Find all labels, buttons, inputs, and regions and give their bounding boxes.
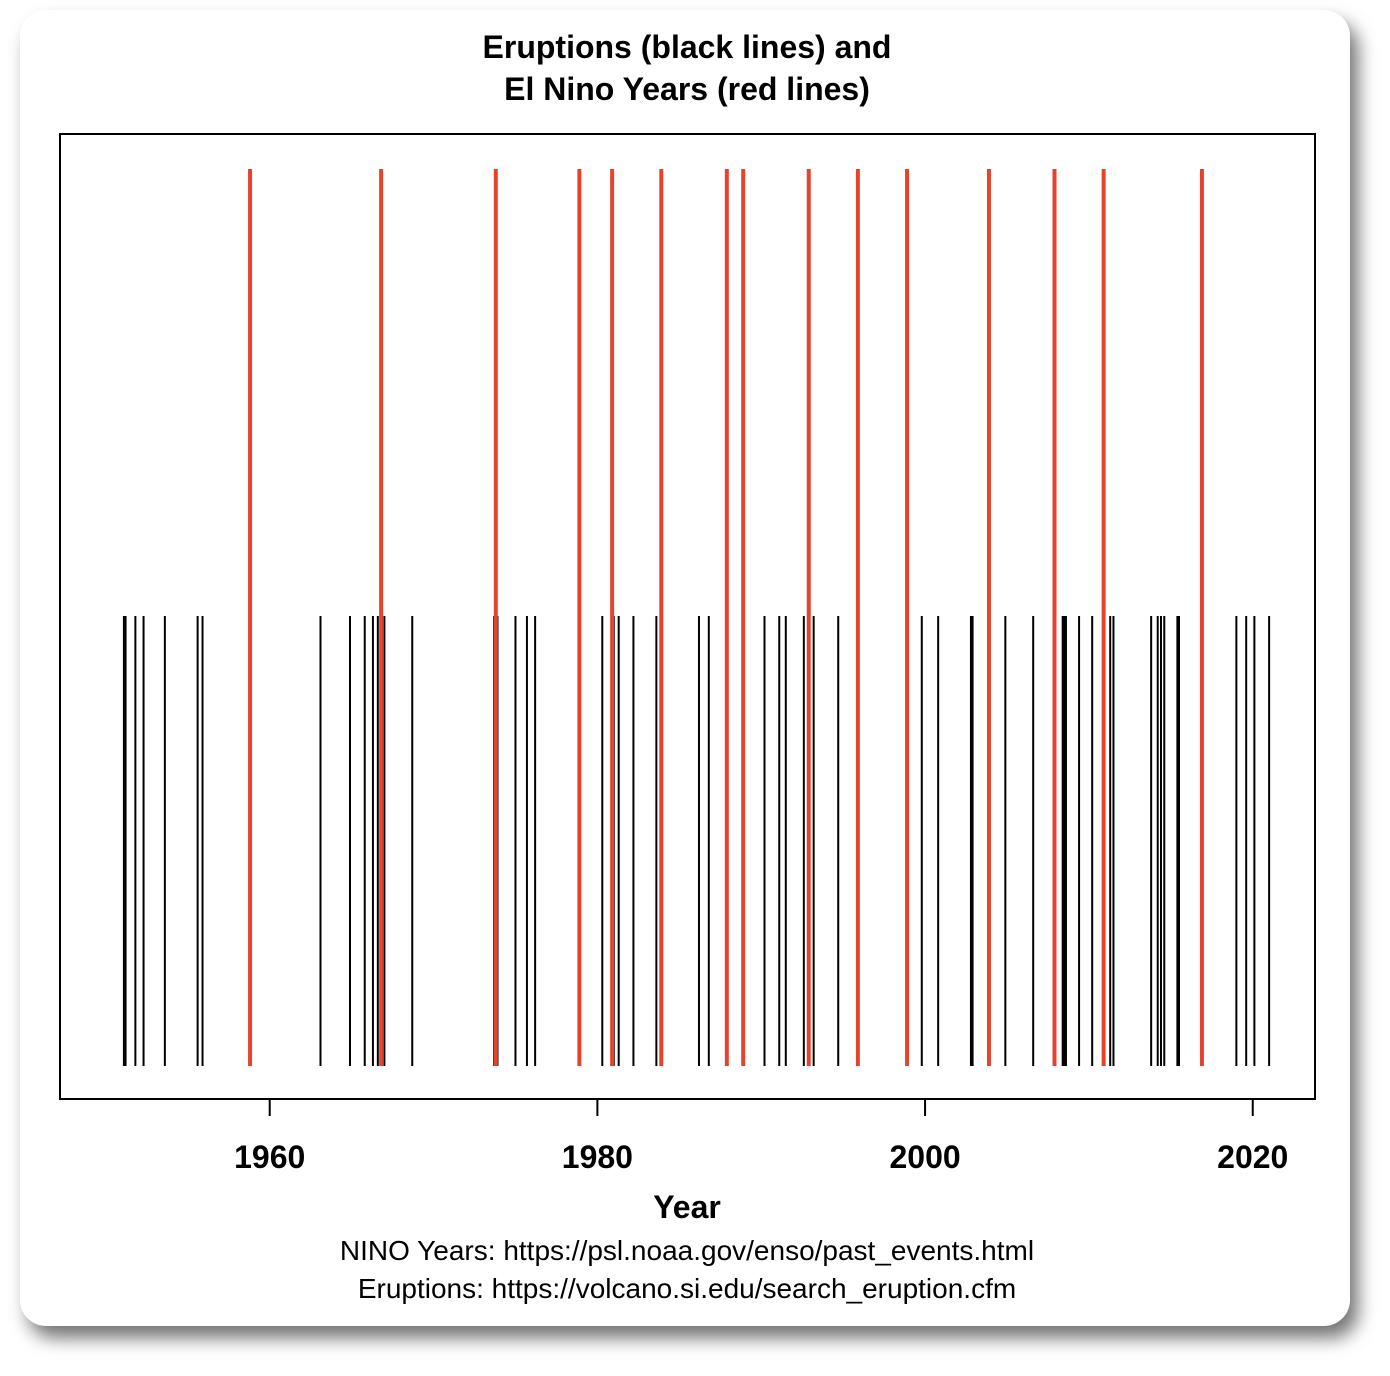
source-nino: NINO Years: https://psl.noaa.gov/enso/pa… <box>340 1235 1034 1266</box>
figure-card <box>20 10 1350 1326</box>
x-tick-label-1980: 1980 <box>562 1139 633 1175</box>
x-axis: 1960 1980 2000 2020 <box>234 1098 1288 1175</box>
x-tick-label-2020: 2020 <box>1217 1139 1288 1175</box>
chart-title-line1: Eruptions (black lines) and <box>483 29 892 65</box>
chart-title-line2: El Nino Years (red lines) <box>504 71 870 107</box>
event-lines-group <box>122 169 1271 1066</box>
x-tick-label-2000: 2000 <box>889 1139 960 1175</box>
x-tick-label-1960: 1960 <box>234 1139 305 1175</box>
source-eruptions: Eruptions: https://volcano.si.edu/search… <box>358 1273 1016 1304</box>
x-axis-label: Year <box>653 1189 721 1225</box>
